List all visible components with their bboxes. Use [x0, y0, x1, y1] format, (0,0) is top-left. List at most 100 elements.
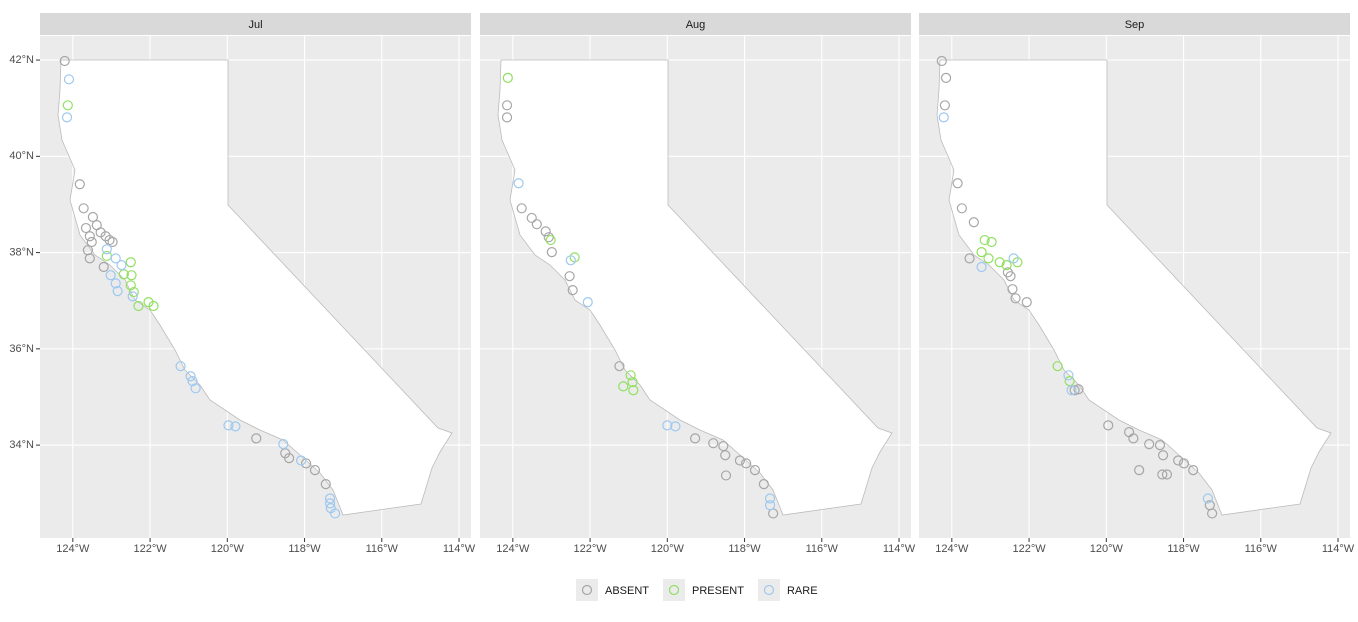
point: [938, 112, 949, 123]
point: [300, 458, 312, 469]
point: [110, 253, 121, 264]
x-tick-label: 114°W: [443, 543, 476, 555]
point: [531, 219, 542, 230]
point: [63, 74, 75, 85]
point: [618, 381, 629, 392]
point: [118, 269, 129, 280]
point: [1001, 260, 1012, 271]
point: [59, 55, 70, 67]
strip-label: Sep: [1125, 19, 1145, 31]
point: [1103, 420, 1114, 431]
point: [101, 244, 112, 255]
point: [230, 421, 241, 432]
point: [1188, 465, 1199, 476]
point: [582, 297, 593, 308]
point: [1021, 297, 1032, 308]
point: [936, 55, 947, 67]
point: [939, 100, 950, 111]
point: [720, 470, 732, 481]
point: [61, 112, 73, 123]
x-tick-label: 122°W: [133, 543, 167, 555]
point: [740, 458, 752, 469]
point: [501, 100, 513, 111]
point: [940, 72, 952, 83]
point: [1134, 465, 1145, 476]
y-tick-label: 40°N: [9, 150, 34, 162]
point: [968, 217, 979, 228]
point: [627, 376, 638, 388]
strip: [40, 13, 471, 35]
point: [185, 371, 196, 382]
point: [190, 383, 201, 394]
x-tick-label: 122°W: [1012, 543, 1046, 555]
point: [105, 270, 116, 281]
point: [1073, 384, 1084, 395]
point: [964, 253, 975, 264]
point: [1010, 293, 1021, 304]
point: [513, 178, 524, 189]
point: [1069, 385, 1080, 396]
point: [148, 300, 159, 312]
point: [1202, 493, 1213, 504]
x-tick-label: 118°W: [288, 543, 321, 555]
point: [116, 260, 127, 271]
legend-label: RARE: [787, 585, 818, 597]
x-tick-label: 120°W: [1090, 543, 1124, 555]
point: [516, 203, 527, 214]
point: [565, 255, 576, 266]
point: [614, 361, 625, 372]
legend-label: ABSENT: [605, 585, 649, 597]
point: [625, 370, 636, 381]
point: [1066, 385, 1077, 396]
legend-symbol: [668, 584, 680, 596]
legend-label: PRESENT: [692, 585, 744, 597]
point: [175, 361, 186, 372]
point: [501, 112, 513, 123]
x-tick-label: 124°W: [935, 543, 969, 555]
point: [543, 232, 554, 243]
point: [662, 420, 673, 431]
point: [1063, 370, 1074, 381]
point: [764, 500, 776, 511]
point: [983, 253, 994, 264]
x-tick-label: 114°W: [883, 543, 916, 555]
point: [283, 453, 295, 464]
point: [110, 278, 121, 289]
point: [545, 234, 556, 246]
point: [764, 493, 776, 504]
legend-key: [576, 579, 598, 601]
point: [112, 285, 123, 297]
point: [1154, 440, 1166, 451]
x-tick-label: 116°W: [806, 543, 839, 555]
point: [720, 450, 731, 461]
point: [540, 226, 551, 237]
x-tick-label: 118°W: [1167, 543, 1200, 555]
point: [278, 439, 289, 450]
y-tick-label: 36°N: [9, 343, 34, 355]
x-tick-label: 116°W: [366, 543, 399, 555]
y-tick-label: 34°N: [9, 439, 34, 451]
legend-symbol: [581, 584, 593, 596]
x-tick-label: 116°W: [1245, 543, 1278, 555]
strip-label: Jul: [248, 19, 262, 31]
point: [564, 271, 575, 282]
point: [670, 421, 681, 432]
point: [976, 247, 987, 258]
point: [1144, 439, 1155, 450]
point: [1012, 257, 1023, 268]
point: [320, 478, 331, 490]
state-outline: [497, 59, 893, 516]
point: [87, 211, 99, 223]
point: [295, 455, 307, 466]
strip-label: Aug: [686, 19, 706, 31]
point: [979, 234, 990, 246]
x-tick-label: 124°W: [496, 543, 530, 555]
point: [749, 465, 761, 476]
point: [84, 231, 95, 242]
point: [986, 236, 997, 248]
legend-key: [757, 579, 780, 601]
point: [1161, 469, 1173, 480]
point: [104, 234, 115, 246]
point: [1007, 284, 1018, 295]
point: [80, 222, 92, 234]
